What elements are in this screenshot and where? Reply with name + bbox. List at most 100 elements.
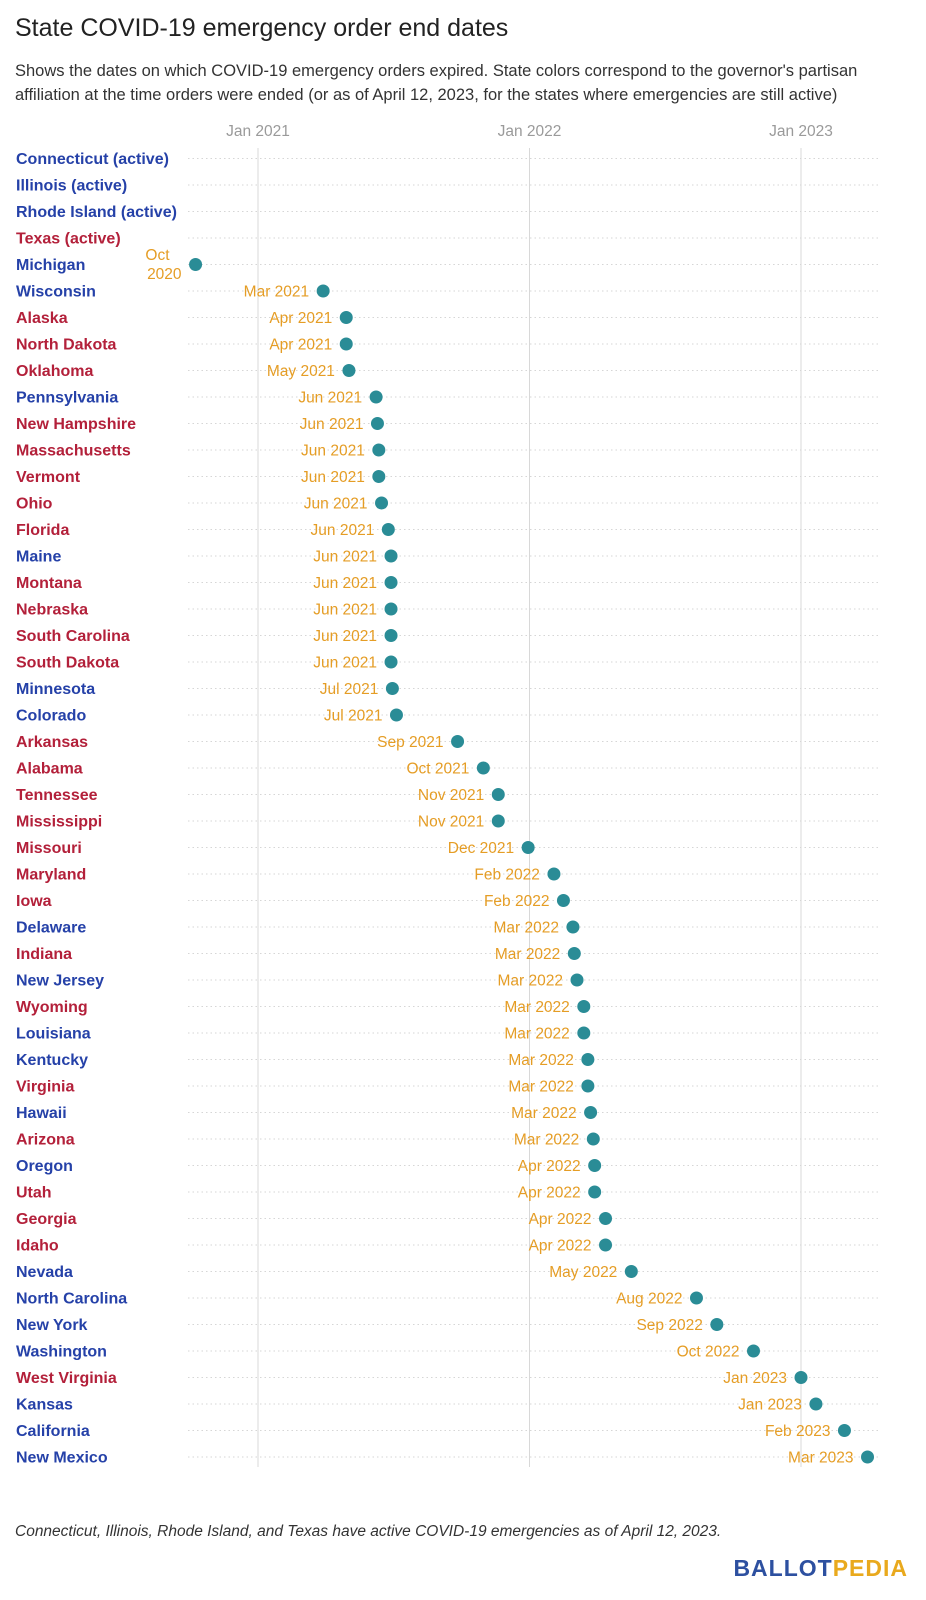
data-point[interactable] [389, 708, 403, 722]
data-point[interactable] [624, 1265, 638, 1278]
state-row: Maine Jun 2021 [16, 549, 878, 566]
state-name: Nevada [16, 1264, 73, 1281]
data-point[interactable] [384, 576, 398, 589]
data-point[interactable] [581, 1053, 595, 1066]
date-label: Jun 2021 [298, 390, 362, 407]
date-label: Dec 2021 [448, 840, 514, 857]
data-point[interactable] [566, 920, 580, 934]
data-point[interactable] [385, 682, 399, 695]
data-point[interactable] [577, 1026, 591, 1040]
data-point[interactable] [384, 602, 398, 616]
data-point[interactable] [567, 947, 581, 960]
date-label: Jun 2021 [311, 522, 375, 539]
state-name: Arizona [16, 1132, 75, 1149]
date-label: Aug 2022 [616, 1291, 682, 1308]
state-row: New Hampshire Jun 2021 [16, 416, 878, 433]
data-point[interactable] [570, 973, 584, 987]
state-row: Pennsylvania Jun 2021 [16, 390, 878, 407]
data-point[interactable] [599, 1212, 613, 1225]
date-label: Jun 2021 [313, 628, 377, 645]
date-label: Mar 2022 [514, 1132, 579, 1149]
state-name: Rhode Island (active) [16, 204, 177, 221]
data-point[interactable] [339, 311, 353, 324]
date-label: Jan 2023 [738, 1397, 802, 1414]
state-name: Maine [16, 549, 61, 566]
state-name: Wyoming [16, 999, 88, 1016]
state-row: West Virginia Jan 2023 [16, 1370, 878, 1387]
data-point[interactable] [588, 1185, 602, 1199]
date-label: Jun 2021 [313, 655, 377, 672]
state-name: New York [16, 1317, 88, 1334]
state-row: Louisiana Mar 2022 [16, 1026, 878, 1043]
date-label: May 2022 [549, 1264, 617, 1281]
data-point[interactable] [451, 735, 465, 748]
state-row: Delaware Mar 2022 [16, 920, 878, 937]
state-name: North Carolina [16, 1291, 127, 1308]
data-point[interactable] [189, 258, 203, 271]
data-point[interactable] [381, 523, 395, 536]
logo-part-ballot: BALLOT [733, 1555, 833, 1581]
date-label: Jun 2021 [301, 443, 365, 460]
state-row: Rhode Island (active) [16, 204, 878, 221]
data-point[interactable] [584, 1106, 598, 1119]
data-point[interactable] [794, 1371, 808, 1384]
data-point[interactable] [710, 1318, 724, 1331]
data-point[interactable] [689, 1291, 703, 1305]
state-row: North Carolina Aug 2022 [16, 1291, 878, 1308]
data-point[interactable] [316, 284, 330, 298]
data-point[interactable] [556, 894, 570, 907]
state-row: Utah Apr 2022 [16, 1185, 878, 1202]
data-point[interactable] [581, 1079, 595, 1093]
ballotpedia-logo[interactable]: BALLOTPEDIA [733, 1555, 908, 1582]
data-point[interactable] [384, 629, 398, 642]
data-point[interactable] [491, 788, 505, 801]
date-label: Oct 2021 [406, 761, 469, 778]
state-row: Oklahoma May 2021 [16, 363, 878, 380]
state-name: Michigan [16, 257, 85, 274]
data-point[interactable] [375, 496, 389, 510]
data-point[interactable] [369, 390, 383, 404]
date-label: Mar 2022 [495, 946, 560, 963]
chart-title: State COVID-19 emergency order end dates [15, 14, 509, 42]
state-name: Hawaii [16, 1105, 67, 1122]
state-name: Massachusetts [16, 443, 131, 460]
state-row: Indiana Mar 2022 [16, 946, 878, 963]
data-point[interactable] [588, 1159, 602, 1172]
data-point[interactable] [370, 417, 384, 430]
state-name: New Mexico [16, 1450, 108, 1467]
date-label: Mar 2022 [493, 920, 558, 937]
date-label: Nov 2021 [418, 787, 484, 804]
data-point[interactable] [577, 1000, 591, 1013]
data-point[interactable] [599, 1238, 613, 1252]
data-point[interactable] [837, 1424, 851, 1437]
data-point[interactable] [476, 761, 490, 775]
data-point[interactable] [372, 470, 386, 483]
date-label: Mar 2021 [244, 284, 309, 301]
data-point[interactable] [746, 1344, 760, 1358]
date-label: Oct 2020 [145, 247, 182, 283]
data-point[interactable] [861, 1450, 875, 1464]
data-point[interactable] [372, 443, 386, 457]
date-label-year: 2020 [147, 266, 182, 283]
state-name: Alabama [16, 761, 83, 778]
data-point[interactable] [384, 549, 398, 563]
state-name: Wisconsin [16, 284, 96, 301]
date-label: Apr 2022 [529, 1238, 592, 1255]
state-name: Kentucky [16, 1052, 88, 1069]
date-label: Oct 2022 [677, 1344, 740, 1361]
data-point[interactable] [491, 814, 505, 828]
state-name: Arkansas [16, 734, 88, 751]
data-point[interactable] [547, 867, 561, 881]
data-point[interactable] [384, 655, 398, 669]
data-point[interactable] [521, 841, 535, 854]
data-point[interactable] [809, 1397, 823, 1411]
data-point[interactable] [342, 364, 356, 377]
date-label: Sep 2022 [636, 1317, 702, 1334]
date-label: Jul 2021 [324, 708, 383, 725]
state-name: Nebraska [16, 602, 88, 619]
date-label: Jun 2021 [301, 469, 365, 486]
data-point[interactable] [586, 1132, 600, 1146]
logo-part-pedia: PEDIA [832, 1555, 908, 1581]
state-row: Washington Oct 2022 [16, 1344, 878, 1361]
data-point[interactable] [339, 337, 353, 351]
